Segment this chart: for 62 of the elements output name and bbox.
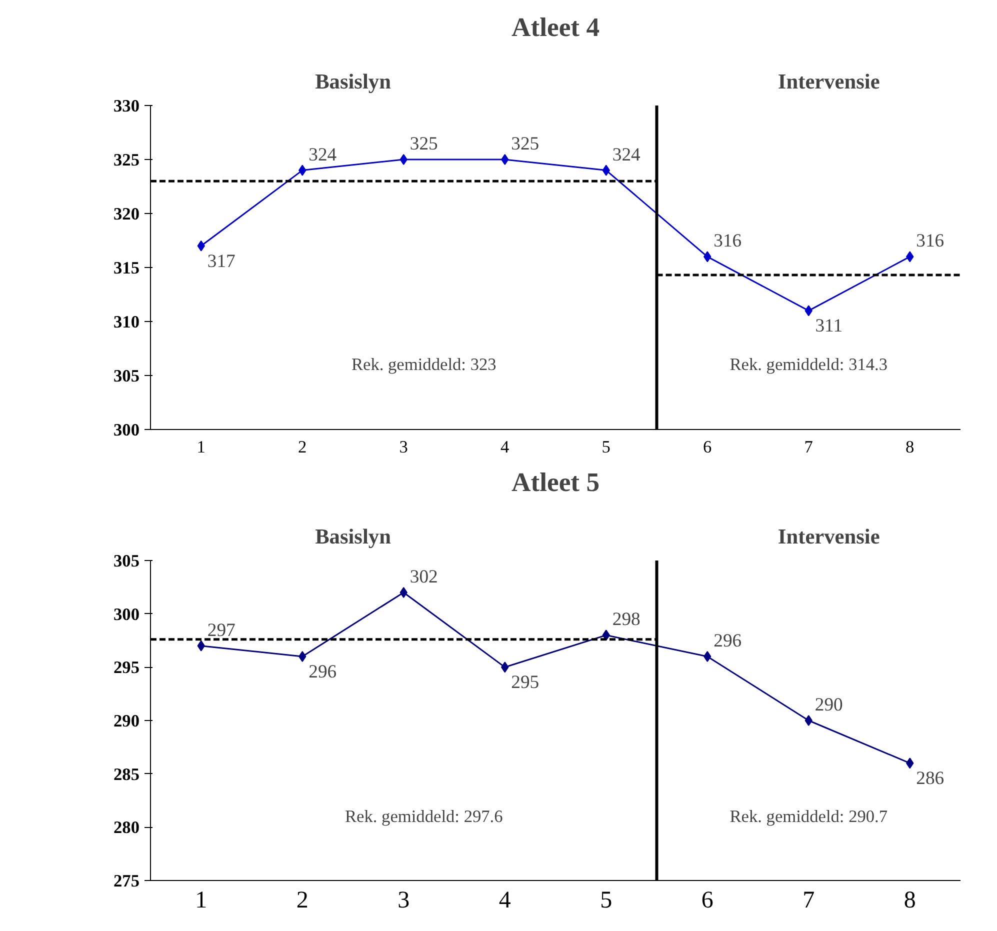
x-tick-label: 4 bbox=[500, 438, 510, 456]
x-tick-label: 4 bbox=[498, 888, 511, 914]
x-tick-label: 7 bbox=[804, 438, 814, 456]
point bbox=[501, 154, 509, 165]
point bbox=[298, 651, 306, 662]
data-label: 324 bbox=[308, 144, 338, 166]
y-tick-label: 285 bbox=[114, 764, 140, 784]
text: Basislyn bbox=[315, 69, 392, 94]
data-label: 296 bbox=[308, 662, 337, 682]
y-tick-label: 325 bbox=[114, 150, 140, 170]
x-tick-label: 7 bbox=[802, 888, 815, 914]
y-tick-label: 305 bbox=[114, 552, 140, 570]
point bbox=[400, 587, 408, 598]
x-tick-label: 5 bbox=[602, 438, 610, 456]
chart-title: Atleet 5 bbox=[511, 467, 600, 498]
y-tick-label: 275 bbox=[114, 872, 140, 890]
x-tick-label: 2 bbox=[296, 888, 308, 914]
text: Intervensie bbox=[778, 69, 880, 94]
x-tick-label: 3 bbox=[399, 438, 408, 456]
data-label: 324 bbox=[612, 144, 642, 166]
annotation: Rek. gemiddeld: 290.7 bbox=[730, 807, 888, 826]
data-label: 290 bbox=[814, 694, 843, 716]
data-label: 297 bbox=[207, 620, 236, 641]
y-tick-label: 320 bbox=[114, 204, 140, 224]
point bbox=[704, 651, 712, 662]
annotation: Rek. gemiddeld: 297.6 bbox=[344, 807, 504, 826]
x-tick-label: 6 bbox=[701, 888, 714, 914]
point bbox=[804, 715, 812, 726]
data-label: 325 bbox=[511, 134, 540, 154]
point bbox=[400, 154, 408, 165]
x-tick-label: 8 bbox=[906, 438, 914, 456]
data-label: 296 bbox=[714, 630, 742, 652]
text: Intervensie bbox=[778, 524, 880, 548]
x-tick-label: 2 bbox=[298, 438, 307, 456]
data-label: 311 bbox=[815, 316, 843, 337]
data-label: 286 bbox=[916, 768, 944, 790]
data-label: 298 bbox=[612, 609, 640, 630]
x-tick-label: 1 bbox=[196, 438, 206, 456]
data-label: 325 bbox=[410, 134, 438, 154]
data-label: 302 bbox=[410, 566, 438, 588]
y-tick-label: 290 bbox=[114, 712, 140, 730]
data-label: 295 bbox=[511, 672, 540, 694]
data-label: 317 bbox=[207, 250, 236, 272]
y-tick-label: 295 bbox=[114, 658, 140, 678]
annotation: Rek. gemiddeld: 323 bbox=[351, 355, 496, 374]
y-tick-label: 315 bbox=[114, 258, 140, 278]
y-tick-label: 300 bbox=[114, 420, 140, 440]
data-label: 316 bbox=[916, 230, 944, 252]
y-tick-label: 310 bbox=[114, 312, 140, 332]
text: Basislyn bbox=[315, 524, 392, 548]
x-tick-label: 3 bbox=[398, 888, 410, 914]
y-tick-label: 280 bbox=[114, 818, 140, 838]
y-tick-label: 300 bbox=[114, 604, 140, 624]
data-label: 316 bbox=[714, 230, 742, 252]
x-tick-label: 1 bbox=[195, 888, 208, 914]
y-tick-label: 305 bbox=[114, 366, 140, 386]
chart-title: Atleet 4 bbox=[511, 12, 600, 42]
annotation: Rek. gemiddeld: 314.3 bbox=[730, 355, 888, 374]
y-tick-label: 330 bbox=[114, 96, 140, 116]
x-tick-label: 6 bbox=[703, 438, 712, 456]
x-tick-label: 8 bbox=[904, 888, 916, 914]
x-tick-label: 5 bbox=[600, 888, 612, 914]
